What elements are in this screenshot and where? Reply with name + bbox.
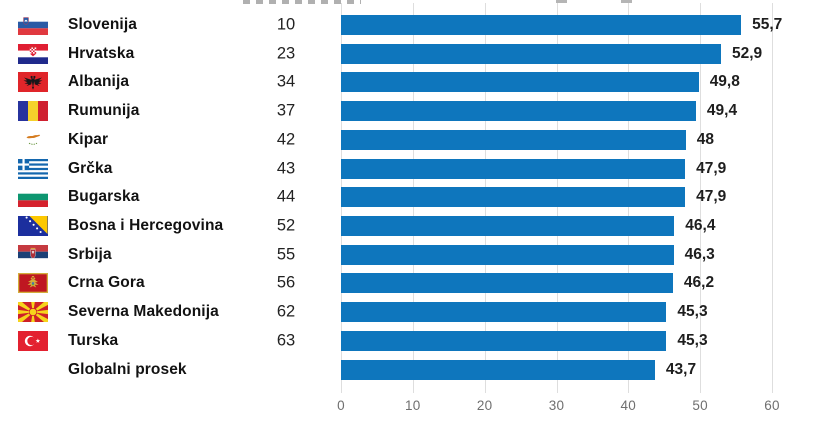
- flag-greece-icon: [18, 158, 48, 179]
- chart-row: Grčka 43 47,9: [0, 154, 840, 183]
- rank-value: 37: [276, 101, 296, 120]
- country-label: Bosna i Hercegovina: [68, 216, 224, 234]
- flag-turkey-icon: [18, 330, 48, 351]
- rank-value: 42: [276, 130, 296, 149]
- chart-row: Rumunija 37 49,4: [0, 97, 840, 126]
- chart-row: Bosna i Hercegovina 52 46,4: [0, 212, 840, 241]
- gridline: [772, 3, 773, 393]
- rank-value: 55: [276, 245, 296, 264]
- country-label: Crna Gora: [68, 274, 145, 292]
- bar[interactable]: [341, 244, 674, 265]
- flag-romania-icon: [18, 101, 48, 122]
- chart-row: Hrvatska 23 52,9: [0, 39, 840, 68]
- bar[interactable]: [341, 158, 686, 179]
- chart-row: Slovenija 10 55,7: [0, 11, 840, 40]
- bar[interactable]: [341, 187, 686, 208]
- value-label: 47,9: [696, 188, 727, 206]
- flag-montenegro-icon: [18, 273, 48, 294]
- chart-row: Srbija 55 46,3: [0, 240, 840, 269]
- chart-rows: Slovenija 10 55,7 Hrvatska 23 52,9 Alban…: [0, 11, 840, 384]
- rank-value: 56: [276, 273, 296, 292]
- value-label: 46,4: [685, 216, 716, 234]
- rank-value: 34: [276, 72, 296, 91]
- value-label: 55,7: [752, 15, 783, 33]
- bar[interactable]: [341, 273, 673, 294]
- flag-bosnia-icon: [18, 216, 48, 237]
- x-tick-label: 60: [764, 398, 780, 413]
- country-label: Albanija: [68, 73, 130, 91]
- flag-croatia-icon: [18, 43, 48, 64]
- chart-row: Severna Makedonija 62 45,3: [0, 298, 840, 327]
- x-tick-label: 10: [404, 398, 421, 413]
- chart-row: Turska 63 45,3: [0, 327, 840, 356]
- x-tick-label: 30: [548, 398, 565, 413]
- flag-macedonia-icon: [18, 302, 48, 323]
- bar[interactable]: [341, 302, 667, 323]
- country-label: Rumunija: [68, 102, 140, 120]
- value-label: 47,9: [696, 159, 727, 177]
- bar[interactable]: [341, 43, 721, 64]
- value-label: 46,2: [683, 274, 715, 292]
- x-tick-label: 0: [337, 398, 345, 413]
- chart-row: Bugarska 44 47,9: [0, 183, 840, 212]
- chart-row: Kipar 42 48: [0, 125, 840, 154]
- gridline: [700, 3, 702, 393]
- rank-value: 23: [276, 44, 296, 63]
- value-label: 45,3: [677, 331, 708, 349]
- flag-albania-icon: [18, 72, 48, 93]
- country-label: Bugarska: [68, 188, 140, 206]
- country-label: Grčka: [68, 159, 113, 177]
- bar[interactable]: [341, 101, 696, 122]
- value-label: 52,9: [732, 44, 763, 62]
- rank-value: 63: [276, 331, 296, 350]
- rank-value: 43: [276, 159, 296, 178]
- flag-serbia-icon: [18, 244, 48, 265]
- bar[interactable]: [341, 359, 655, 380]
- chart-row: Crna Gora 56 46,2: [0, 269, 840, 298]
- bar[interactable]: [341, 129, 686, 150]
- country-label: Globalni prosek: [68, 360, 187, 378]
- x-tick-label: 20: [476, 398, 493, 413]
- country-label: Severna Makedonija: [68, 303, 219, 321]
- value-label: 49,8: [709, 73, 740, 91]
- rank-value: 10: [276, 15, 296, 34]
- value-label: 45,3: [677, 303, 708, 321]
- flag-bulgaria-icon: [18, 187, 48, 208]
- rank-value: 52: [276, 216, 296, 235]
- country-label: Turska: [68, 331, 119, 349]
- flag-slovenia-icon: [18, 14, 48, 35]
- flag-cyprus-icon: [18, 129, 48, 150]
- chart-row: Albanija 34 49,8: [0, 68, 840, 97]
- country-label: Srbija: [68, 245, 112, 263]
- bar[interactable]: [341, 72, 699, 93]
- rank-value: 44: [276, 187, 296, 206]
- bar[interactable]: [341, 215, 675, 236]
- value-label: 43,7: [665, 360, 697, 378]
- country-label: Slovenija: [68, 15, 137, 33]
- value-label: 49,4: [706, 102, 738, 120]
- country-label: Hrvatska: [68, 44, 135, 62]
- chart-row: Globalni prosek 43,7: [0, 355, 840, 384]
- value-label: 48: [696, 130, 715, 148]
- x-tick-label: 50: [692, 398, 708, 413]
- rank-value: 62: [276, 302, 296, 321]
- value-label: 46,3: [684, 245, 715, 263]
- x-tick-label: 40: [620, 398, 637, 413]
- country-label: Kipar: [68, 130, 109, 148]
- bar[interactable]: [341, 14, 742, 35]
- bar[interactable]: [341, 330, 667, 351]
